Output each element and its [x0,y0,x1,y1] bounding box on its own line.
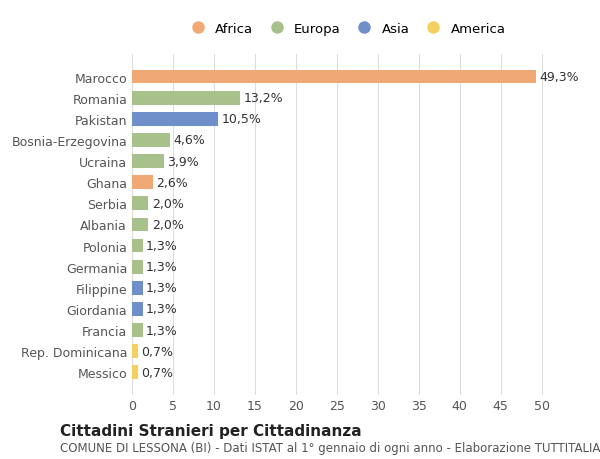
Text: 2,0%: 2,0% [152,218,184,231]
Bar [132,218,148,232]
Text: 4,6%: 4,6% [173,134,205,147]
Legend: Africa, Europa, Asia, America: Africa, Europa, Asia, America [179,17,511,41]
Bar [132,155,164,168]
Bar [132,324,143,337]
Text: 10,5%: 10,5% [221,113,261,126]
Text: 49,3%: 49,3% [539,71,579,84]
Text: 2,0%: 2,0% [152,197,184,210]
Text: 1,3%: 1,3% [146,303,178,316]
Text: 0,7%: 0,7% [141,366,173,379]
Text: 3,9%: 3,9% [167,155,199,168]
Bar [132,366,138,379]
Bar [132,302,143,316]
Bar [132,260,143,274]
Bar [132,112,218,126]
Text: 1,3%: 1,3% [146,324,178,337]
Bar [132,239,143,253]
Text: 2,6%: 2,6% [157,176,188,189]
Bar [132,92,240,105]
Bar [132,197,148,211]
Text: 1,3%: 1,3% [146,240,178,252]
Text: COMUNE DI LESSONA (BI) - Dati ISTAT al 1° gennaio di ogni anno - Elaborazione TU: COMUNE DI LESSONA (BI) - Dati ISTAT al 1… [60,442,600,454]
Text: 1,3%: 1,3% [146,261,178,274]
Bar [132,134,170,147]
Bar [132,71,536,84]
Text: 13,2%: 13,2% [244,92,283,105]
Text: 0,7%: 0,7% [141,345,173,358]
Bar [132,345,138,358]
Bar [132,176,154,190]
Text: 1,3%: 1,3% [146,282,178,295]
Text: Cittadini Stranieri per Cittadinanza: Cittadini Stranieri per Cittadinanza [60,423,362,438]
Bar [132,281,143,295]
